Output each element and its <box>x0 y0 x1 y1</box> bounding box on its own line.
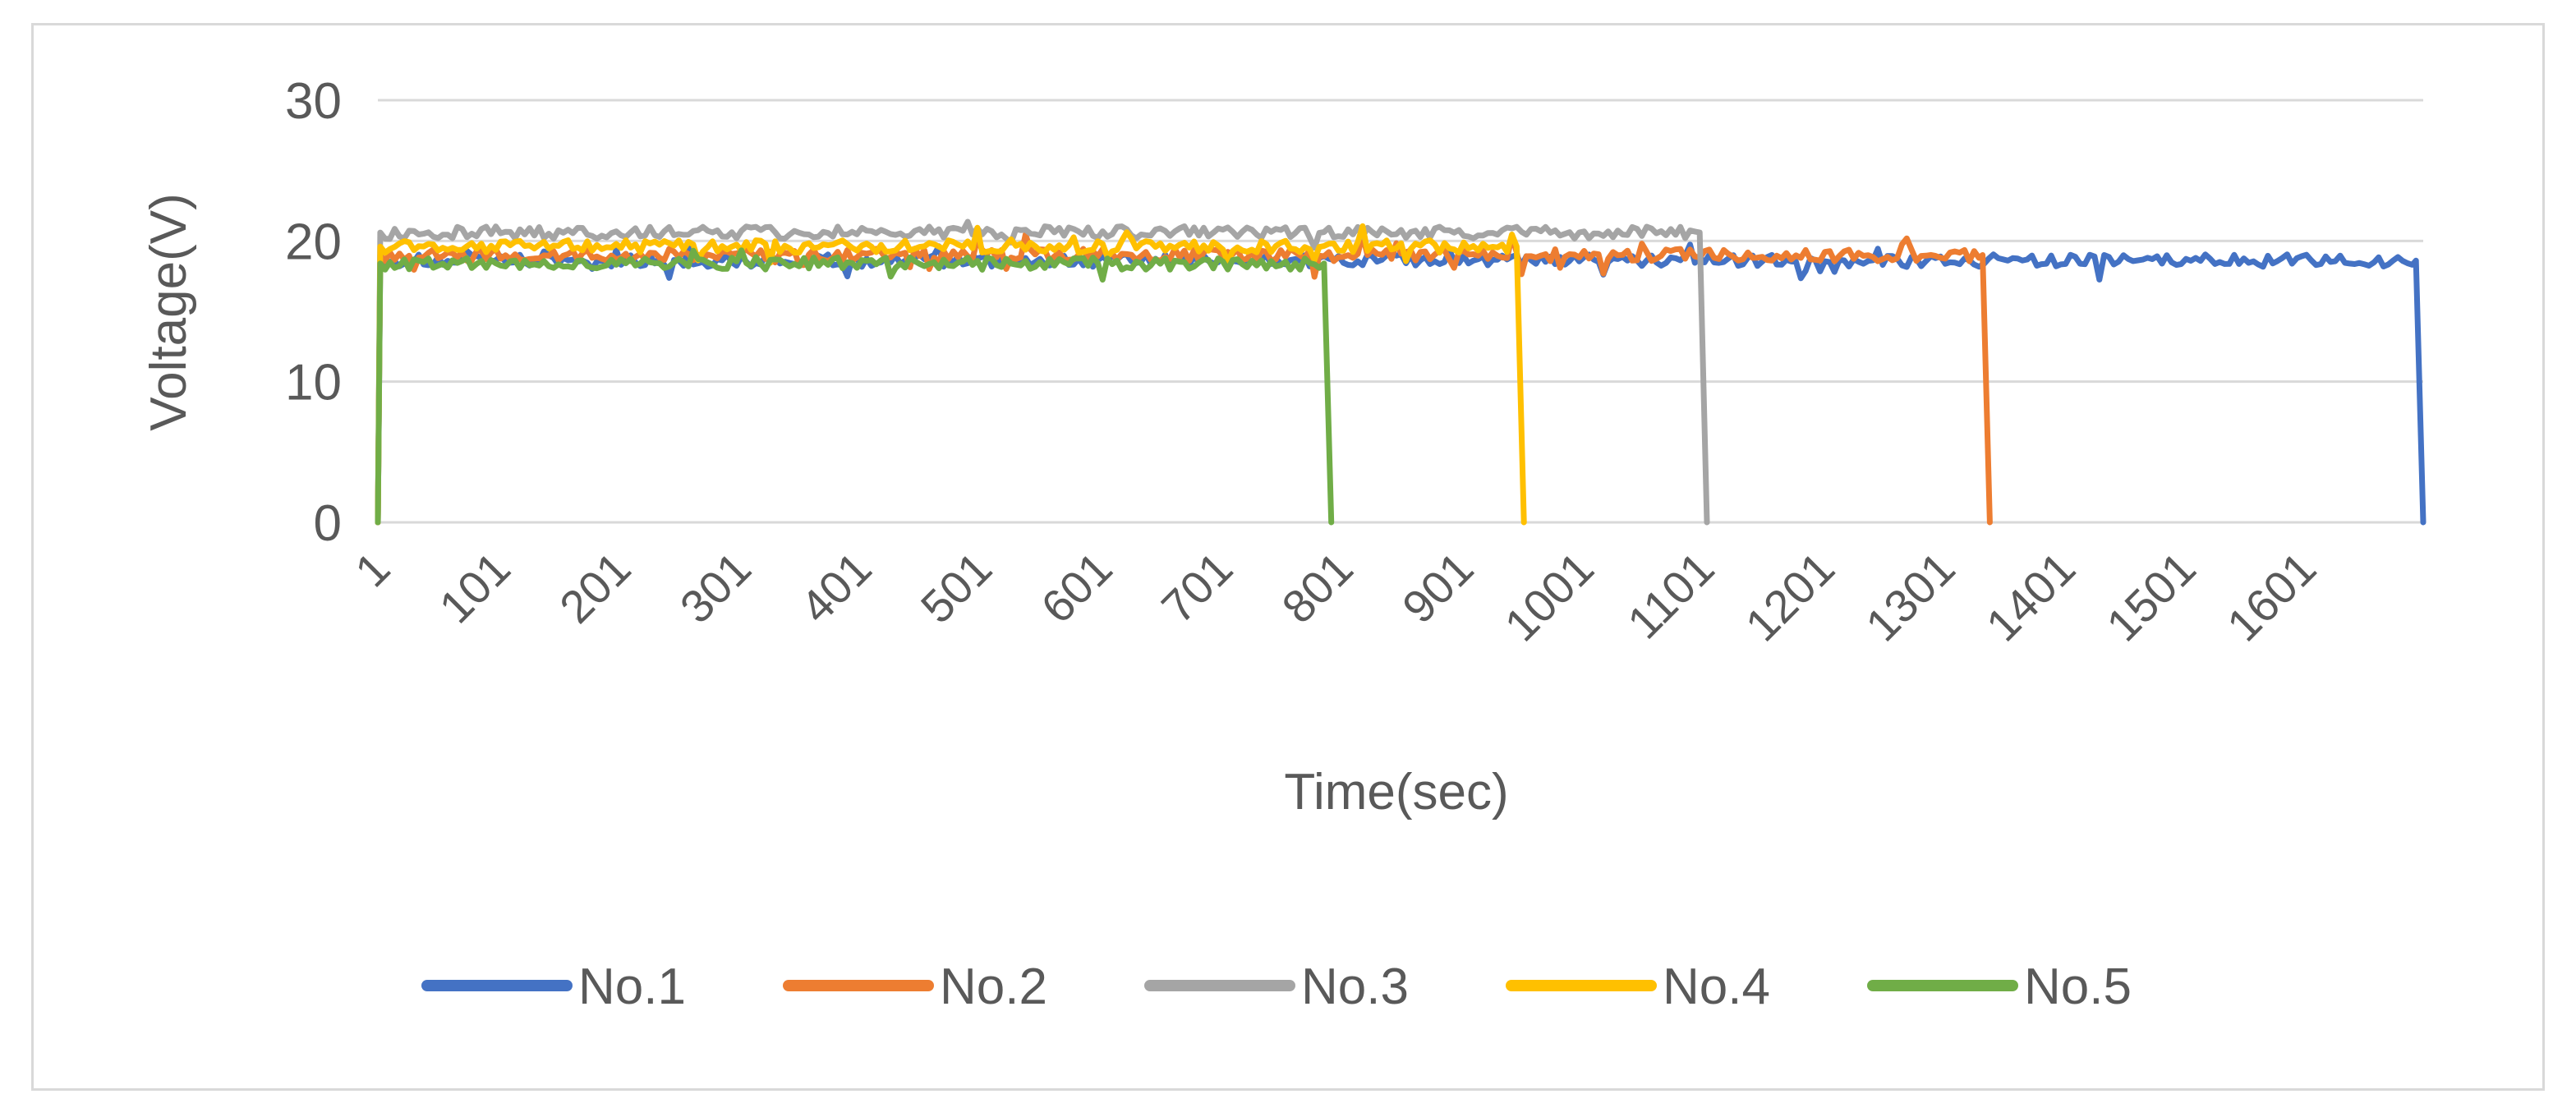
x-tick-label: 801 <box>1272 542 1363 633</box>
x-tick-label: 901 <box>1392 542 1484 633</box>
x-tick-label: 1401 <box>1976 542 2086 651</box>
x-tick-label: 1301 <box>1856 542 1965 651</box>
x-tick-label: 1501 <box>2096 542 2206 651</box>
x-axis-title: Time(sec) <box>1284 764 1508 821</box>
legend-label: No.5 <box>2024 958 2132 1015</box>
y-axis-title: Voltage(V) <box>140 193 197 431</box>
series-line-no4 <box>375 223 1527 526</box>
legend-label: No.3 <box>1301 958 1409 1015</box>
x-tick-label: 701 <box>1152 542 1243 633</box>
chart-frame <box>31 23 2545 1091</box>
x-tick-label: 1201 <box>1736 542 1845 651</box>
series-line-no3 <box>375 218 1710 526</box>
legend-label: No.1 <box>578 958 686 1015</box>
x-tick-label: 401 <box>790 542 881 633</box>
x-tick-label: 1001 <box>1494 542 1603 651</box>
legend: No.1 No.2 No.3 No.4 No.5 <box>421 958 2132 1015</box>
x-tick-label: 501 <box>911 542 1002 633</box>
legend-label: No.4 <box>1663 958 1770 1015</box>
x-tick-label: 301 <box>670 542 761 633</box>
y-tick-label: 20 <box>285 214 342 270</box>
x-tick-label: 101 <box>429 542 520 633</box>
legend-label: No.2 <box>940 958 1047 1015</box>
y-axis-ticks: 0 10 20 30 <box>285 73 342 552</box>
series-line-no2 <box>375 231 1993 526</box>
series-lines <box>375 218 2426 526</box>
gridlines <box>378 99 2423 524</box>
series-line-no5 <box>375 247 1335 526</box>
y-tick-label: 0 <box>314 495 342 552</box>
y-tick-label: 30 <box>285 73 342 130</box>
series-line-no1 <box>375 241 2426 526</box>
x-axis-ticks: 1 101 201 301 401 501 601 701 801 901 1001 1101 1201… <box>345 542 2325 651</box>
y-tick-label: 10 <box>285 355 342 411</box>
x-tick-label: 201 <box>550 542 641 633</box>
x-tick-label: 1101 <box>1617 542 1724 649</box>
x-tick-label: 1 <box>345 542 400 597</box>
x-tick-label: 601 <box>1031 542 1122 633</box>
x-tick-label: 1601 <box>2217 542 2326 651</box>
